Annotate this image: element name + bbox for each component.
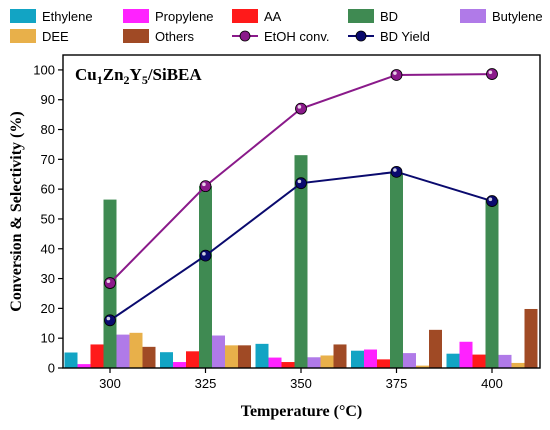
point-bd-yield-375: [390, 165, 403, 178]
bar-butylene-400: [498, 354, 512, 368]
legend-item-ethylene: Ethylene: [10, 9, 93, 24]
bar-butylene-350: [307, 357, 321, 368]
x-axis-title: Temperature (°C): [241, 403, 362, 420]
point-bd-yield-300: [104, 314, 116, 327]
y-tick-label: 30: [41, 271, 55, 286]
legend-item-others: Others: [123, 29, 195, 44]
legend-swatch: [232, 9, 258, 23]
legend-label: EtOH conv.: [264, 29, 330, 44]
point-bd-yield-325: [199, 249, 212, 262]
bar-others-375: [429, 329, 442, 368]
bar-aa-350: [281, 362, 295, 368]
bar-ethylene-325: [160, 352, 173, 368]
y-tick-label: 0: [48, 361, 55, 376]
bar-dee-350: [320, 355, 334, 368]
y-tick-label: 80: [41, 122, 55, 137]
legend-swatch: [460, 9, 486, 23]
bar-butylene-300: [116, 334, 130, 368]
bar-butylene-325: [212, 335, 225, 368]
legend-swatch: [348, 9, 374, 23]
legend-label: AA: [264, 9, 282, 24]
legend-item-aa: AA: [232, 9, 282, 24]
legend-item-butylene: Butylene: [460, 9, 543, 24]
bars-layer: [64, 155, 538, 368]
bar-propylene-400: [459, 341, 473, 368]
point-etoh-conv--350: [295, 102, 307, 115]
legend-marker: [355, 30, 367, 42]
bar-bd-350: [294, 155, 308, 368]
point-bd-yield-400: [486, 195, 498, 207]
bar-dee-300: [129, 332, 143, 368]
legend-item-bd-yield: BD Yield: [348, 29, 430, 44]
y-tick-label: 60: [41, 182, 55, 197]
x-tick-label: 325: [195, 376, 217, 391]
x-tick-label: 300: [99, 376, 121, 391]
legend-swatch: [10, 9, 36, 23]
legend-label: Propylene: [155, 9, 214, 24]
legend-item-bd: BD: [348, 9, 398, 24]
bar-dee-325: [225, 345, 238, 368]
y-tick-label: 90: [41, 92, 55, 107]
bar-propylene-375: [364, 349, 377, 368]
y-tick-label: 100: [33, 62, 55, 77]
bar-bd-400: [485, 199, 499, 368]
bar-bd-375: [390, 172, 403, 368]
x-tick-label: 400: [481, 376, 503, 391]
legend-label: Butylene: [492, 9, 543, 24]
axes-layer: 0 10 20 30 40 50 60 70 80 90 100 300 325 350 375 400: [33, 62, 503, 391]
point-etoh-conv--325: [199, 180, 212, 193]
bar-aa-325: [186, 351, 199, 368]
chart-title: Cu1Zn2Y5/SiBEA: [75, 65, 202, 87]
legend-label: BD: [380, 9, 398, 24]
bar-others-350: [333, 344, 347, 368]
bar-aa-400: [472, 354, 486, 368]
bar-aa-375: [377, 359, 390, 368]
legend-label: Ethylene: [42, 9, 93, 24]
bar-others-325: [238, 345, 251, 368]
y-tick-label: 20: [41, 301, 55, 316]
y-axis-title: Conversion & Selectivity (%): [8, 111, 25, 311]
bar-ethylene-375: [351, 350, 364, 368]
bar-ethylene-300: [64, 352, 78, 368]
point-bd-yield-350: [295, 177, 307, 190]
y-tick-label: 70: [41, 152, 55, 167]
legend-item-dee: DEE: [10, 29, 69, 44]
bar-bd-325: [199, 186, 212, 368]
point-etoh-conv--375: [390, 69, 403, 81]
bar-propylene-350: [268, 357, 282, 368]
x-tick-label: 350: [290, 376, 312, 391]
y-tick-label: 10: [41, 331, 55, 346]
bar-others-400: [524, 308, 538, 368]
legend-label: BD Yield: [380, 29, 430, 44]
y-tick-label: 40: [41, 241, 55, 256]
legend-item-propylene: Propylene: [123, 9, 214, 24]
legend-marker: [239, 30, 251, 42]
bar-dee-375: [416, 365, 429, 368]
legend-swatch: [123, 9, 149, 23]
bar-dee-400: [511, 362, 525, 368]
legend-swatch: [123, 29, 149, 43]
point-etoh-conv--400: [486, 68, 498, 80]
bar-aa-300: [90, 344, 104, 368]
bar-others-300: [142, 346, 156, 368]
legend-swatch: [10, 29, 36, 43]
legend-item-etoh-conv-: EtOH conv.: [232, 29, 330, 44]
bar-ethylene-350: [255, 343, 269, 368]
y-tick-label: 50: [41, 211, 55, 226]
bar-propylene-325: [173, 362, 186, 368]
legend-label: DEE: [42, 29, 69, 44]
lines-layer: [104, 68, 498, 327]
bar-propylene-300: [77, 364, 91, 368]
legend-label: Others: [155, 29, 195, 44]
x-tick-label: 375: [386, 376, 408, 391]
bar-butylene-375: [403, 353, 416, 368]
point-etoh-conv--300: [104, 277, 116, 289]
legend: Ethylene Propylene AA BD Butylene DEE Others Et…: [10, 9, 543, 44]
bar-ethylene-400: [446, 353, 460, 368]
